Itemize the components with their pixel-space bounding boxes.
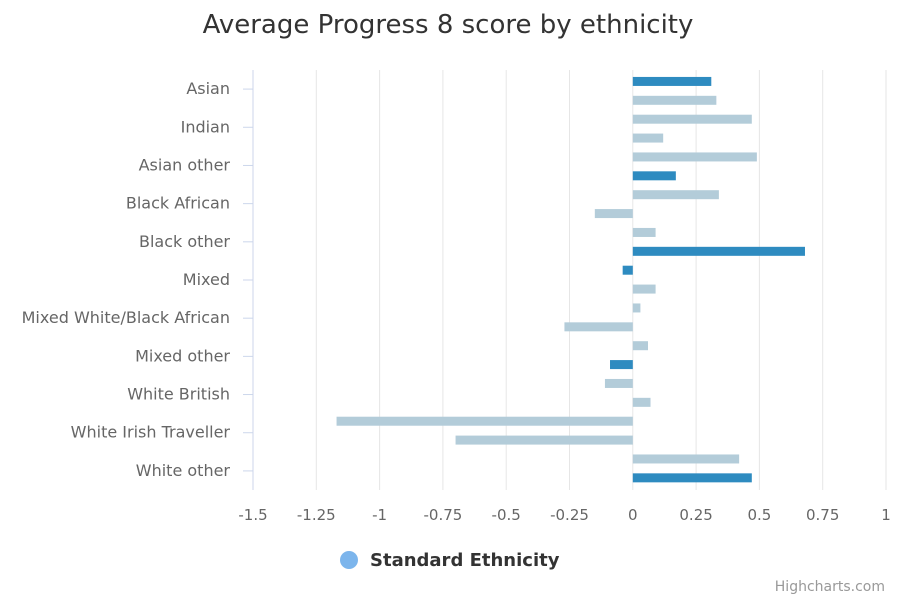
x-tick-label: 0: [628, 506, 638, 524]
bar-detailed: [632, 454, 740, 464]
category-label: Black other: [139, 232, 230, 251]
x-tick-label: 0.75: [806, 506, 839, 524]
bar-detailed: [632, 341, 648, 351]
category-label: Asian: [186, 79, 230, 98]
bar-standard: [632, 171, 676, 181]
bar-detailed: [632, 190, 719, 200]
x-tick-label: 0.25: [679, 506, 712, 524]
bar-standard: [632, 76, 712, 86]
bar-detailed: [632, 95, 717, 105]
legend-item-standard-ethnicity[interactable]: Standard Ethnicity: [340, 548, 559, 572]
category-label: Mixed White/Black African: [22, 308, 230, 327]
bar-detailed: [632, 284, 656, 294]
category-label: Asian other: [139, 155, 231, 174]
bar-detailed: [632, 303, 641, 313]
bar-detailed: [594, 209, 633, 219]
legend-label: Standard Ethnicity: [370, 549, 560, 571]
legend-circle-icon: [340, 551, 358, 569]
category-label: White British: [127, 385, 230, 404]
credits-link[interactable]: Highcharts.com: [774, 579, 885, 595]
x-tick-label: -0.25: [550, 506, 589, 524]
bar-standard: [632, 473, 752, 483]
bar-standard: [610, 360, 633, 370]
category-label: Indian: [181, 117, 230, 136]
chart-title: Average Progress 8 score by ethnicity: [202, 10, 694, 40]
bar-detailed: [632, 114, 752, 124]
bar-detailed: [632, 133, 664, 143]
category-label: White other: [136, 461, 231, 480]
x-tick-label: -0.75: [423, 506, 462, 524]
category-label: Black African: [126, 194, 230, 213]
x-tick-label: -1.5: [238, 506, 267, 524]
bar-detailed: [604, 378, 633, 388]
bar-standard: [632, 246, 805, 256]
bar-detailed: [336, 416, 633, 426]
x-tick-label: 0.5: [747, 506, 771, 524]
bar-standard: [622, 265, 633, 275]
category-label: Mixed other: [135, 346, 230, 365]
x-tick-label: -0.5: [492, 506, 521, 524]
x-tick-label: -1.25: [297, 506, 336, 524]
category-label: Mixed: [183, 270, 230, 289]
bar-detailed: [632, 227, 656, 237]
bar-detailed: [632, 397, 651, 407]
category-label: White Irish Traveller: [71, 423, 231, 442]
bar-detailed: [632, 152, 757, 162]
bar-detailed: [455, 435, 633, 445]
x-tick-label: 1: [881, 506, 891, 524]
x-tick-label: -1: [372, 506, 387, 524]
bar-detailed: [564, 322, 633, 332]
